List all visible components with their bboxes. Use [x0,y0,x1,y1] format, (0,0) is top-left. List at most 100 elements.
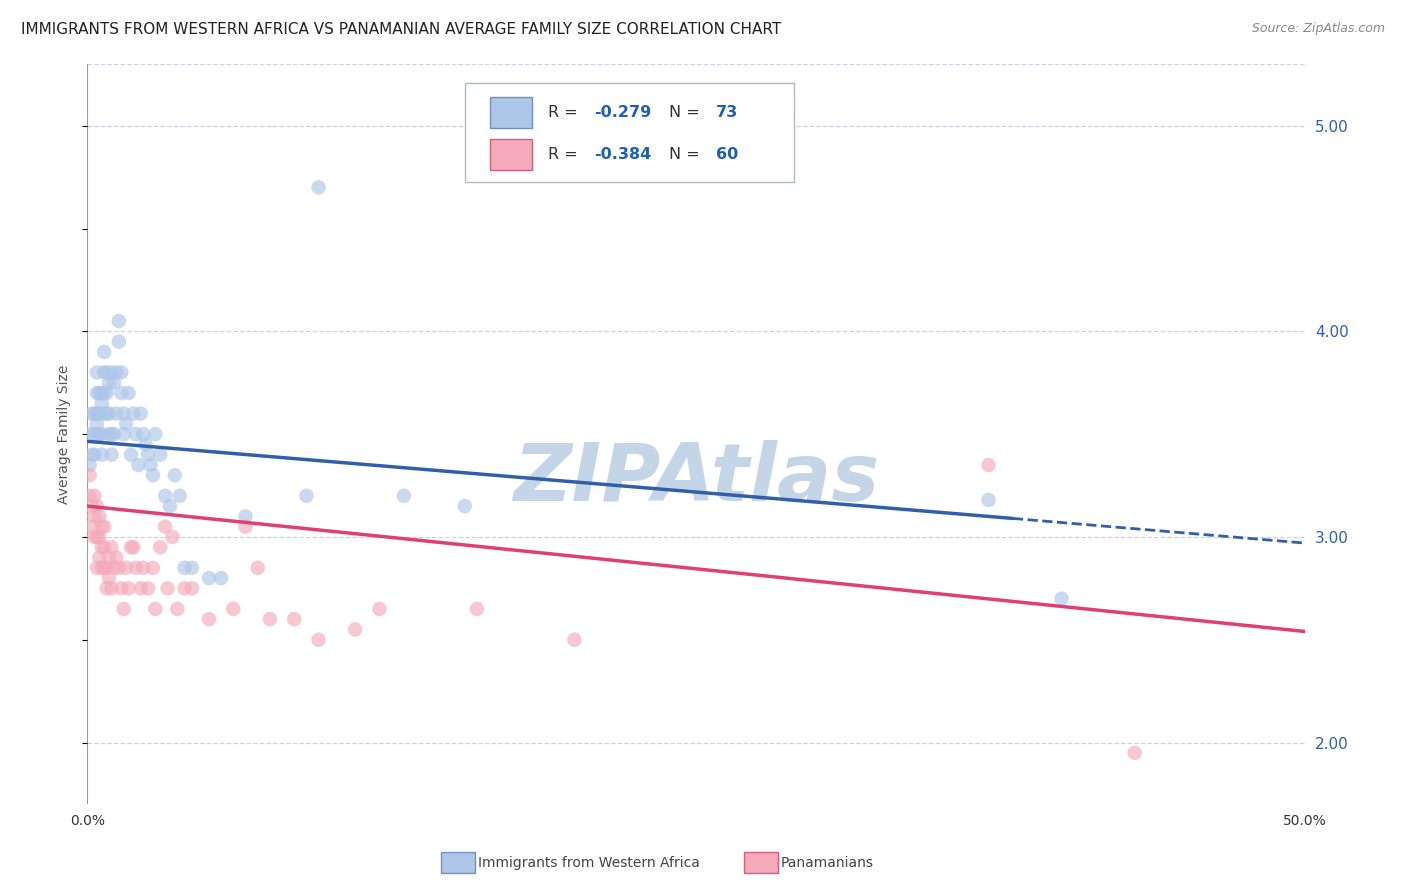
Point [89,427,111,442]
Point [132,561,155,575]
Point [98,376,121,390]
Point [108,561,131,575]
Point [122,540,145,554]
Text: Source: ZipAtlas.com: Source: ZipAtlas.com [1251,22,1385,36]
Point [127,458,149,472]
Point [132,427,155,442]
Point [89,530,111,544]
Point [136,448,159,462]
Point [110,366,132,380]
Point [344,623,367,637]
Point [173,582,195,596]
FancyBboxPatch shape [491,139,531,170]
Point [105,550,128,565]
Point [89,407,111,421]
Point [98,427,121,442]
Text: ZIPAtlas: ZIPAtlas [513,440,879,517]
Point [79,427,101,442]
Point [120,540,142,554]
Point [96,582,118,596]
Point [89,550,111,565]
Point [163,468,186,483]
Point [368,602,391,616]
Point [149,540,172,554]
Point [83,509,105,524]
Point [117,386,139,401]
Point [110,582,132,596]
Point [89,407,111,421]
Point [79,489,101,503]
Point [98,407,121,421]
Point [86,366,108,380]
Point [90,427,112,442]
Point [80,407,103,421]
Point [90,540,112,554]
Point [83,448,105,462]
Point [180,561,202,575]
Point [100,448,122,462]
Point [103,376,125,390]
Point [149,448,172,462]
Point [89,509,111,524]
Point [198,571,221,585]
Point [100,540,122,554]
Point [235,509,257,524]
Point [145,602,167,616]
Point [80,519,103,533]
Point [93,386,115,401]
Point [93,540,115,554]
Point [156,582,179,596]
Point [145,427,167,442]
Point [1123,746,1146,760]
Point [259,612,281,626]
Text: N =: N = [669,147,706,162]
Point [105,366,128,380]
Point [117,582,139,596]
Point [93,561,115,575]
Point [222,602,245,616]
Point [105,407,128,421]
Point [96,386,118,401]
Point [110,386,132,401]
Point [90,386,112,401]
Point [283,612,305,626]
Point [125,427,148,442]
Point [90,448,112,462]
Point [96,366,118,380]
Point [90,519,112,533]
Point [98,571,121,585]
Point [86,407,108,421]
Point [122,407,145,421]
FancyBboxPatch shape [491,96,531,128]
Point [108,314,131,328]
Point [112,602,135,616]
Point [98,550,121,565]
Point [392,489,415,503]
Point [89,386,111,401]
Point [169,489,191,503]
Point [198,612,221,626]
Point [115,561,138,575]
Point [977,458,1000,472]
Text: 60: 60 [716,147,738,162]
Point [83,530,105,544]
Point [79,458,101,472]
Point [308,180,330,194]
Point [295,489,318,503]
Point [162,530,184,544]
Point [142,468,165,483]
Point [103,427,125,442]
Point [139,458,162,472]
Point [564,632,586,647]
Point [112,407,135,421]
Point [136,582,159,596]
Point [112,427,135,442]
Point [80,448,103,462]
Point [246,561,269,575]
Point [103,561,125,575]
Point [135,437,157,451]
Point [100,366,122,380]
Text: R =: R = [547,147,582,162]
Point [89,427,111,442]
FancyBboxPatch shape [465,83,793,183]
